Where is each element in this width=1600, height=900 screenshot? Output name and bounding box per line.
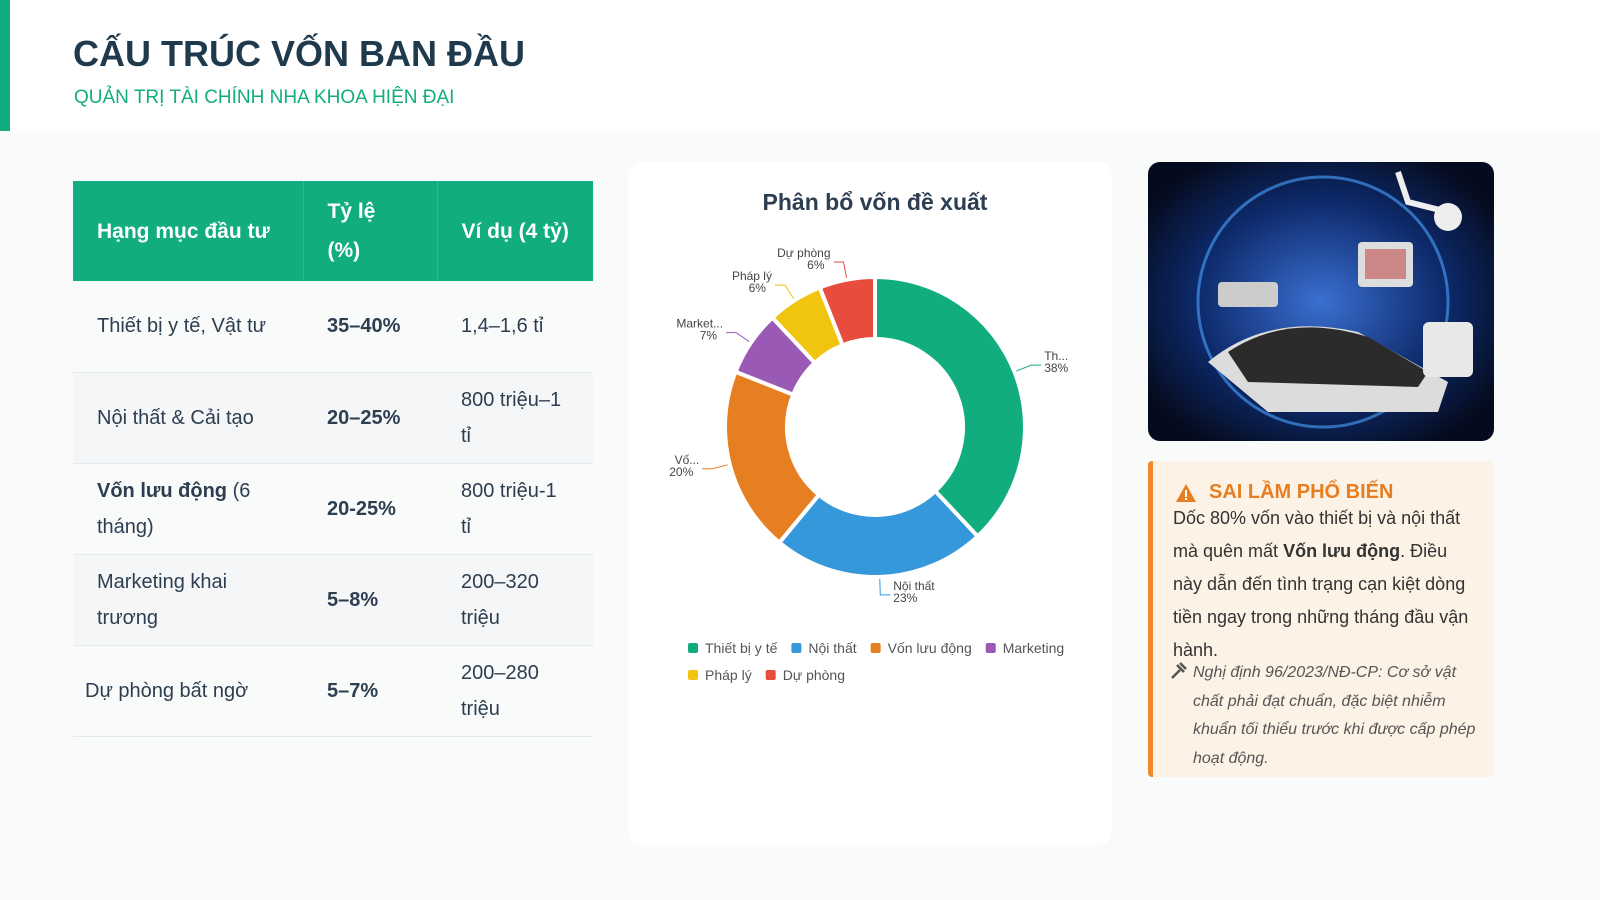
cell-bold: Vốn lưu động [97, 479, 228, 502]
slice-value-label: 20% [669, 465, 693, 479]
legend-swatch [688, 643, 698, 653]
leader-line [879, 578, 891, 596]
chart-title: Phân bổ vốn đề xuất [763, 189, 988, 215]
warning-callout: SAI LẦM PHỔ BIẾN Dốc 80% vốn vào thiết b… [1148, 461, 1494, 777]
cell: 20–25% [303, 372, 437, 464]
cell: Thiết bị y tế, Vật tư [73, 281, 303, 373]
accent-bar [0, 0, 10, 131]
callout-note: Nghị định 96/2023/NĐ-CP: Cơ sở vật chất … [1171, 659, 1478, 773]
callout-title: SAI LẦM PHỔ BIẾN [1175, 481, 1478, 504]
gavel-icon [1171, 662, 1187, 679]
leader-line [833, 261, 848, 278]
legend-swatch [791, 643, 802, 653]
header: CẤU TRÚC VỐN BAN ĐẦU QUẢN TRỊ TÀI CHÍNH … [0, 0, 1600, 131]
warning-icon [1176, 483, 1196, 502]
cell: 200–320 triệu [437, 554, 593, 646]
note-text: Nghị định 96/2023/NĐ-CP: Cơ sở vật chất … [1193, 664, 1476, 767]
donut-slice [873, 275, 1027, 539]
legend-label: Dự phòng [783, 667, 845, 683]
donut-slice [817, 275, 877, 348]
cell: Marketing khai trương [73, 554, 303, 646]
legend-label: Marketing [1003, 640, 1064, 656]
donut-slice [777, 489, 980, 579]
cell: 20-25% [303, 463, 437, 555]
callout-title-text: SAI LẦM PHỔ BIẾN [1209, 481, 1394, 503]
cell-text: (6 tháng) [97, 479, 251, 538]
callout-body: Dốc 80% vốn vào thiết bị và nội thất mà … [1173, 502, 1478, 667]
cell: Vốn lưu động (6 tháng) [73, 463, 303, 555]
cell: 800 triệu-1 tỉ [437, 463, 593, 555]
legend-label: Thiết bị y tế [705, 640, 778, 656]
slice-label: Vố... [675, 453, 700, 467]
title: CẤU TRÚC VỐN BAN ĐẦU [73, 33, 525, 74]
slice-label: Nội thất [893, 579, 935, 593]
legend-label: Nội thất [808, 640, 856, 656]
cell: 5–7% [303, 645, 437, 737]
cell: 35–40% [303, 281, 437, 373]
chart-card: Phân bổ vốn đề xuất Th... 38% Nội thất 23% V… [628, 162, 1112, 845]
slice-value-label: 38% [1044, 361, 1068, 375]
image-illustration [1148, 162, 1494, 441]
investment-table: Hạng mục đầu tư Tỷ lệ (%) Ví dụ (4 tỷ) T… [73, 181, 593, 737]
subtitle: QUẢN TRỊ TÀI CHÍNH NHA KHOA HIỆN ĐẠI [74, 87, 455, 108]
leader-line [1016, 364, 1042, 372]
legend-label: Vốn lưu động [888, 640, 972, 656]
slice-label: Pháp lý [732, 269, 772, 283]
donut-chart: Phân bổ vốn đề xuất Th...38%Nội thất23%V… [669, 189, 1068, 683]
legend-swatch [870, 643, 881, 653]
column-header: Tỷ lệ (%) [303, 181, 438, 281]
slice-label: Th... [1044, 349, 1068, 363]
slice-value-label: 23% [893, 591, 917, 605]
leader-line [726, 332, 750, 342]
legend-swatch [765, 670, 776, 680]
legend-label: Pháp lý [705, 667, 752, 683]
leader-line [702, 464, 728, 470]
body-text: Dốc 80% vốn vào thiết bị và nội thất mà … [1173, 508, 1461, 561]
cell: 5–8% [303, 554, 437, 646]
column-header: Ví dụ (4 tỷ) [437, 181, 593, 281]
legend-swatch [985, 643, 996, 653]
cell: Nội thất & Cải tạo [73, 372, 303, 464]
cell: Dự phòng bất ngờ [73, 645, 303, 737]
legend-swatch [688, 670, 698, 680]
cell: 200–280 triệu [437, 645, 593, 737]
cell: 1,4–1,6 tỉ [437, 281, 593, 373]
slice-label: Dự phòng [777, 246, 830, 260]
column-header: Hạng mục đầu tư [73, 181, 304, 281]
leader-line [774, 284, 794, 299]
slice-label: Market... [676, 317, 723, 331]
cell: 800 triệu–1 tỉ [437, 372, 593, 464]
slice-value-label: 6% [749, 281, 767, 295]
body-bold: Vốn lưu động [1283, 541, 1401, 561]
dental-chair-image [1148, 162, 1494, 441]
slice-value-label: 6% [807, 258, 825, 272]
body-text: . Điều này dẫn đến tình trạng cạn kiệt d… [1173, 541, 1469, 660]
slice-value-label: 7% [700, 329, 718, 343]
